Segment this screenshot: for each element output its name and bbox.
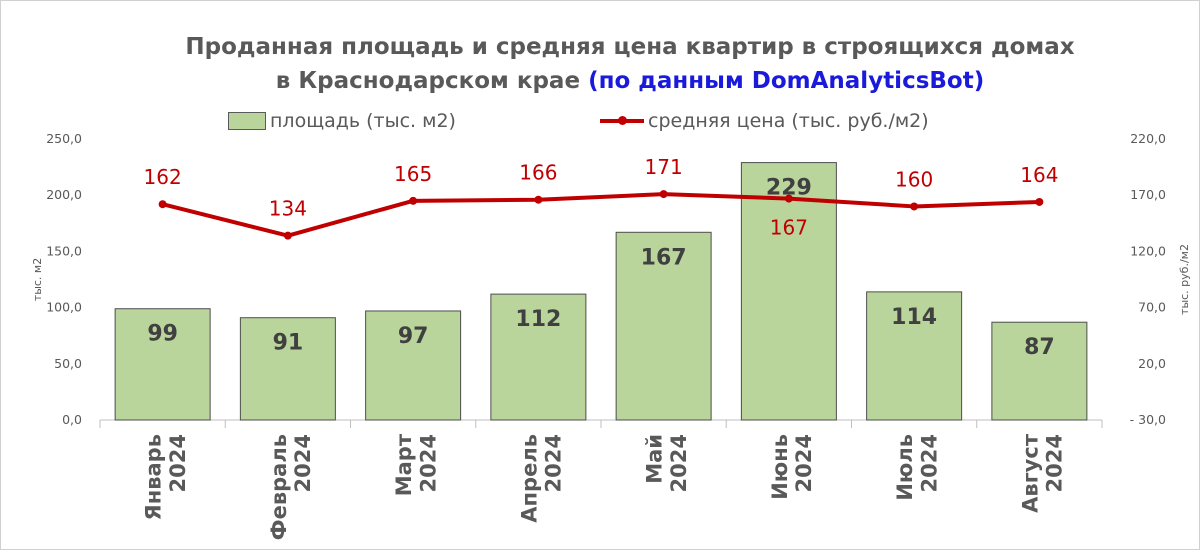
legend-item-price: средняя цена (тыс. руб./м2) <box>600 110 929 132</box>
bar-value-label: 91 <box>273 331 304 356</box>
price-value-label: 164 <box>1020 163 1058 187</box>
legend-label-price: средняя цена (тыс. руб./м2) <box>648 110 929 132</box>
chart-title-line-1: Проданная площадь и средняя цена квартир… <box>185 34 1075 60</box>
bar-value-label: 99 <box>147 322 178 347</box>
bar <box>866 291 963 421</box>
y-right-tick-label: - 30,0 <box>1130 412 1166 427</box>
category-year: 2024 <box>667 434 691 492</box>
bar-value-label: 87 <box>1024 335 1055 360</box>
labels-group: 99 91 97 112 167 229 114 87 162 134 165 166 171 167 16… <box>144 155 1059 360</box>
bar <box>740 162 837 421</box>
y-right-tick-label: 170,0 <box>1130 187 1166 202</box>
price-value-label: 166 <box>519 161 557 185</box>
bar-value-label: 114 <box>891 305 937 330</box>
price-point <box>1035 197 1044 206</box>
price-point <box>784 194 793 203</box>
price-point <box>910 202 919 211</box>
y-left-axis-title: тыс. м2 <box>31 258 44 301</box>
category-label: Февраль2024 <box>267 434 315 540</box>
bars-group <box>114 162 1088 421</box>
price-value-label: 162 <box>144 165 182 189</box>
category-year: 2024 <box>917 434 941 492</box>
legend-label-area: площадь (тыс. м2) <box>270 110 456 132</box>
category-label: Август2024 <box>1018 433 1066 513</box>
chart-title: Проданная площадь и средняя цена квартир… <box>0 30 1200 98</box>
category-month: Апрель <box>517 434 541 523</box>
y-right-axis-title: тыс. руб./м2 <box>1178 244 1191 315</box>
category-year: 2024 <box>792 434 816 492</box>
price-point <box>534 195 543 204</box>
category-label: Январь2024 <box>142 434 190 520</box>
price-point <box>659 190 668 199</box>
y-right-tick-label: 120,0 <box>1130 243 1166 258</box>
bar <box>239 317 336 421</box>
category-month: Май <box>643 434 667 484</box>
price-value-label: 134 <box>269 197 307 221</box>
category-month: Март <box>392 433 416 496</box>
price-value-label: 165 <box>394 162 432 186</box>
chart-title-line-2-text: в Краснодарском крае <box>275 68 589 94</box>
chart-title-source: (по данным DomAnalyticsBot) <box>588 68 985 94</box>
price-line <box>162 192 1040 238</box>
bar <box>490 293 587 421</box>
y-right-tick-label: 220,0 <box>1130 131 1166 146</box>
y-left-tick-label: 50,0 <box>54 356 82 371</box>
chart-title-line-2: в Краснодарском крае (по данным DomAnaly… <box>0 64 1200 98</box>
bar <box>365 310 462 421</box>
legend-line-marker <box>618 116 627 125</box>
category-label: Апрель2024 <box>517 434 565 523</box>
chart-legend: площадь (тыс. м2) средняя цена (тыс. руб… <box>0 110 1200 136</box>
y-left-tick-label: 200,0 <box>46 187 82 202</box>
y-left-tick-label: 0,0 <box>62 412 82 427</box>
category-month: Июль <box>893 434 917 501</box>
bar <box>114 308 211 421</box>
line-group <box>158 190 1044 240</box>
price-value-label: 167 <box>770 216 808 240</box>
bar <box>991 321 1088 421</box>
category-month: Февраль <box>267 434 291 540</box>
category-month: Август <box>1018 433 1042 513</box>
legend-bar-swatch <box>228 112 266 130</box>
category-label: Март2024 <box>392 433 440 496</box>
price-point <box>158 200 167 209</box>
price-value-label: 171 <box>645 155 683 179</box>
axes-group: 0,0 50,0 100,0 150,0 200,0 250,0 - 30,0 20,0 70,… <box>31 131 1191 540</box>
bar-value-label: 167 <box>641 245 687 270</box>
category-year: 2024 <box>166 434 190 492</box>
y-right-tick-label: 70,0 <box>1138 300 1166 315</box>
price-point <box>283 231 292 240</box>
category-month: Январь <box>142 434 166 520</box>
category-label: Июнь2024 <box>768 434 816 500</box>
bar-value-label: 229 <box>766 176 812 201</box>
category-year: 2024 <box>416 434 440 492</box>
category-year: 2024 <box>1043 434 1067 492</box>
y-left-tick-label: 150,0 <box>46 243 82 258</box>
y-left-tick-label: 250,0 <box>46 131 82 146</box>
bar-value-label: 112 <box>515 307 561 332</box>
bar-value-label: 97 <box>398 324 429 349</box>
legend-item-area: площадь (тыс. м2) <box>228 110 456 132</box>
legend-line-swatch <box>600 116 644 125</box>
y-right-tick-label: 20,0 <box>1138 356 1166 371</box>
category-year: 2024 <box>291 434 315 492</box>
bar <box>615 231 712 421</box>
category-month: Июнь <box>768 434 792 500</box>
price-value-label: 160 <box>895 167 933 191</box>
category-label: Июль2024 <box>893 434 941 501</box>
y-left-tick-label: 100,0 <box>46 300 82 315</box>
category-year: 2024 <box>542 434 566 492</box>
category-label: Май2024 <box>643 434 691 492</box>
price-point <box>409 196 418 205</box>
